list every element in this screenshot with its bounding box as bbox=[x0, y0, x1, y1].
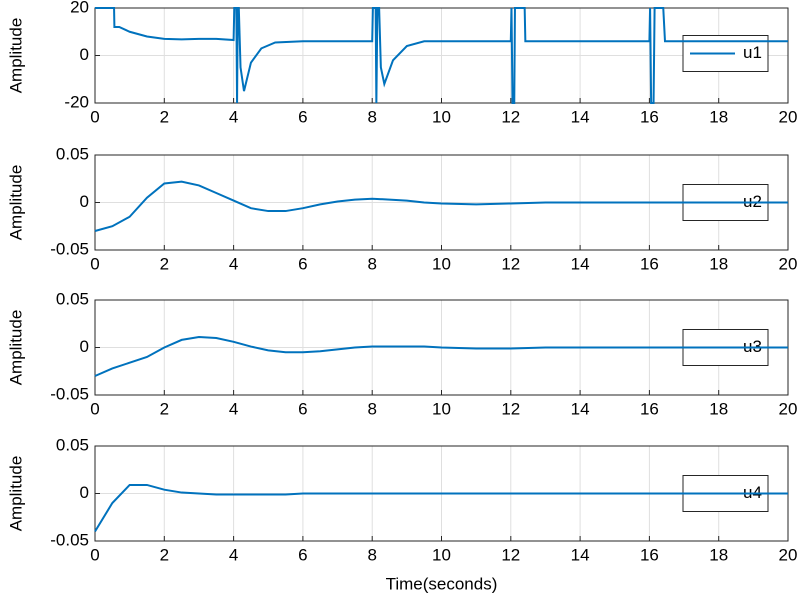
x-tick-label: 0 bbox=[90, 545, 99, 564]
x-tick-label: 20 bbox=[779, 545, 798, 564]
x-tick-label: 16 bbox=[640, 107, 659, 126]
x-tick-label: 6 bbox=[298, 107, 307, 126]
y-axis-label: Amplitude bbox=[6, 165, 25, 241]
y-tick-label: 20 bbox=[70, 0, 89, 16]
x-tick-label: 2 bbox=[160, 254, 169, 273]
legend-label: u3 bbox=[743, 337, 762, 356]
legend-label: u1 bbox=[743, 43, 762, 62]
y-axis-label: Amplitude bbox=[6, 310, 25, 386]
y-tick-label: 0 bbox=[80, 45, 89, 64]
series-line bbox=[94, 483, 788, 533]
x-tick-label: 10 bbox=[432, 545, 451, 564]
y-tick-label: 0 bbox=[80, 192, 89, 211]
x-tick-label: 20 bbox=[779, 107, 798, 126]
legend-label: u4 bbox=[743, 483, 762, 502]
x-tick-label: 4 bbox=[229, 545, 238, 564]
x-tick-label: 8 bbox=[367, 254, 376, 273]
y-axis-label: Amplitude bbox=[6, 18, 25, 94]
x-tick-label: 12 bbox=[501, 399, 520, 418]
x-tick-label: 16 bbox=[640, 399, 659, 418]
x-axis-label: Time(seconds) bbox=[386, 574, 498, 593]
subplot: 0 2 4 6 8 10 12 14 16 18 20-0.0500.05AmplitudeTime… bbox=[6, 435, 797, 593]
x-tick-label: 8 bbox=[367, 545, 376, 564]
x-tick-label: 14 bbox=[571, 254, 590, 273]
x-tick-label: 4 bbox=[229, 107, 238, 126]
x-tick-label: 12 bbox=[501, 254, 520, 273]
y-tick-label: 0.05 bbox=[56, 289, 89, 308]
legend-label: u2 bbox=[743, 192, 762, 211]
x-tick-label: 6 bbox=[298, 545, 307, 564]
x-tick-label: 20 bbox=[779, 254, 798, 273]
y-tick-label: -20 bbox=[64, 92, 89, 111]
y-axis-label: Amplitude bbox=[6, 456, 25, 532]
x-tick-label: 2 bbox=[160, 545, 169, 564]
series-line bbox=[94, 336, 788, 377]
x-tick-label: 14 bbox=[571, 545, 590, 564]
x-tick-label: 14 bbox=[571, 399, 590, 418]
y-tick-label: -0.05 bbox=[50, 384, 89, 403]
x-tick-label: 0 bbox=[90, 399, 99, 418]
x-tick-label: 6 bbox=[298, 399, 307, 418]
x-tick-label: 8 bbox=[367, 399, 376, 418]
y-tick-label: 0.05 bbox=[56, 435, 89, 454]
y-tick-label: 0 bbox=[80, 483, 89, 502]
x-tick-label: 0 bbox=[90, 254, 99, 273]
y-tick-label: 0.05 bbox=[56, 144, 89, 163]
x-tick-label: 6 bbox=[298, 254, 307, 273]
x-tick-label: 18 bbox=[709, 107, 728, 126]
x-tick-label: 2 bbox=[160, 107, 169, 126]
y-tick-label: 0 bbox=[80, 337, 89, 356]
x-tick-label: 18 bbox=[709, 545, 728, 564]
x-tick-label: 0 bbox=[90, 107, 99, 126]
x-tick-label: 2 bbox=[160, 399, 169, 418]
series-line bbox=[94, 180, 788, 232]
x-tick-label: 4 bbox=[229, 254, 238, 273]
series-line bbox=[95, 7, 788, 104]
x-tick-label: 10 bbox=[432, 107, 451, 126]
y-tick-label: -0.05 bbox=[50, 530, 89, 549]
x-tick-label: 8 bbox=[367, 107, 376, 126]
x-tick-label: 18 bbox=[709, 254, 728, 273]
x-tick-label: 16 bbox=[640, 254, 659, 273]
x-tick-label: 4 bbox=[229, 399, 238, 418]
x-tick-label: 14 bbox=[571, 107, 590, 126]
x-tick-label: 10 bbox=[432, 399, 451, 418]
x-tick-label: 16 bbox=[640, 545, 659, 564]
plot-frame bbox=[94, 7, 789, 104]
x-tick-label: 20 bbox=[779, 399, 798, 418]
x-tick-label: 12 bbox=[501, 545, 520, 564]
x-tick-label: 10 bbox=[432, 254, 451, 273]
x-tick-label: 12 bbox=[501, 107, 520, 126]
x-tick-label: 18 bbox=[709, 399, 728, 418]
y-tick-label: -0.05 bbox=[50, 239, 89, 258]
